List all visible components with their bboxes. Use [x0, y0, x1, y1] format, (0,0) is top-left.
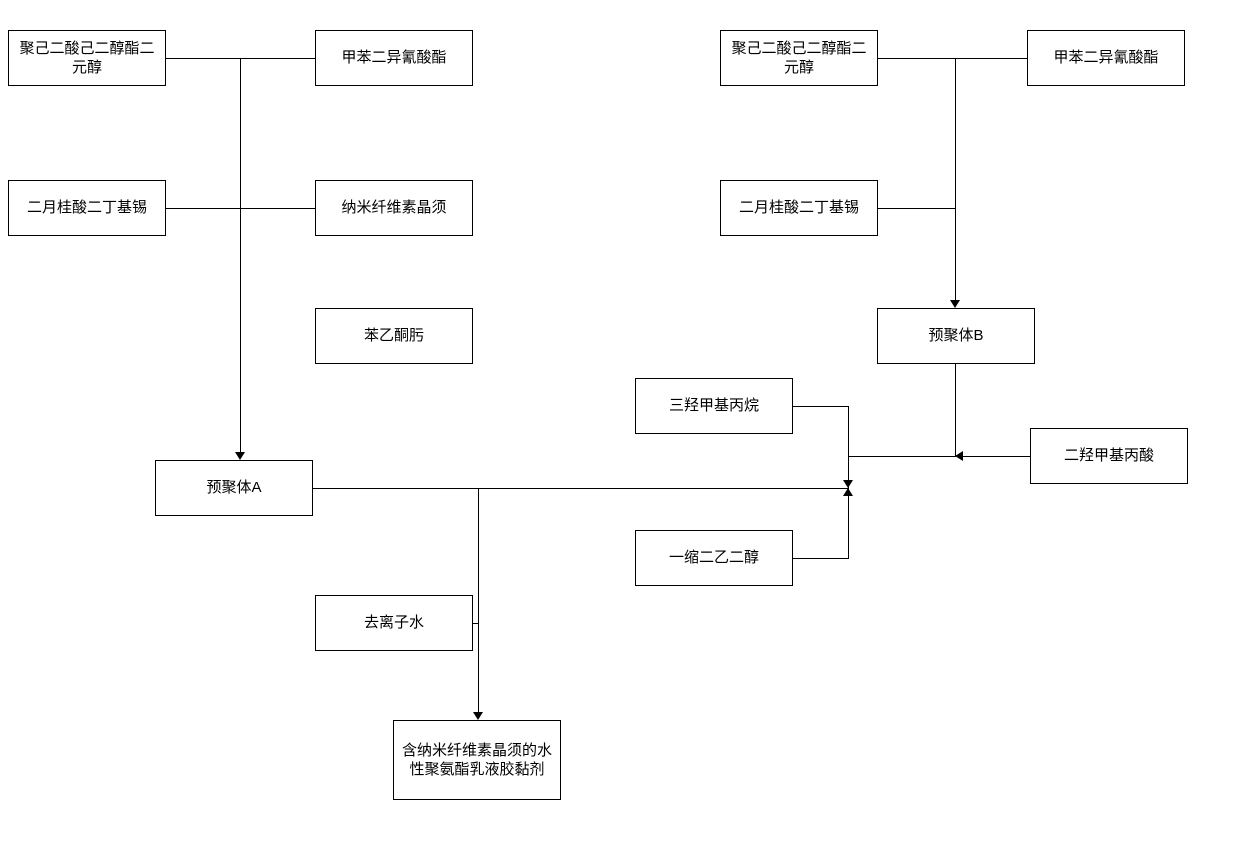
edge: [848, 488, 849, 558]
node-label: 纳米纤维素晶须: [341, 198, 446, 218]
node-tmp: 三羟甲基丙烷: [635, 378, 793, 434]
edge: [473, 623, 479, 624]
node-tdi-left: 甲苯二异氰酸酯: [315, 30, 473, 86]
arrow-up-icon: [843, 488, 853, 496]
node-label: 三羟甲基丙烷: [669, 396, 759, 416]
node-prepolymer-b: 预聚体B: [877, 308, 1035, 364]
edge: [478, 488, 479, 712]
edge: [793, 406, 849, 407]
node-label: 预聚体A: [206, 478, 261, 498]
node-polyester-diol-right: 聚己二酸己二醇酯二元醇: [720, 30, 878, 86]
edge: [166, 208, 315, 209]
node-label: 苯乙酮肟: [364, 326, 424, 346]
node-prepolymer-a: 预聚体A: [155, 460, 313, 516]
node-tdi-right: 甲苯二异氰酸酯: [1027, 30, 1185, 86]
edge: [955, 364, 956, 456]
edge: [848, 456, 956, 457]
node-label: 聚己二酸己二醇酯二元醇: [17, 39, 157, 78]
node-acetophenone-oxime: 苯乙酮肟: [315, 308, 473, 364]
edge: [963, 456, 1030, 457]
edge: [848, 406, 849, 456]
arrow-down-icon: [473, 712, 483, 720]
node-final-product: 含纳米纤维素晶须的水性聚氨酯乳液胶黏剂: [393, 720, 561, 800]
edge: [313, 488, 848, 489]
node-deionized-water: 去离子水: [315, 595, 473, 651]
node-dibutyltin-right: 二月桂酸二丁基锡: [720, 180, 878, 236]
node-label: 甲苯二异氰酸酯: [341, 48, 446, 68]
node-dmpa: 二羟甲基丙酸: [1030, 428, 1188, 484]
node-label: 二月桂酸二丁基锡: [27, 198, 147, 218]
edge: [878, 208, 956, 209]
node-label: 二月桂酸二丁基锡: [739, 198, 859, 218]
edge: [793, 558, 849, 559]
node-label: 甲苯二异氰酸酯: [1053, 48, 1158, 68]
node-label: 去离子水: [364, 613, 424, 633]
node-label: 一缩二乙二醇: [669, 548, 759, 568]
edge: [878, 58, 1027, 59]
edge: [240, 58, 241, 452]
node-label: 聚己二酸己二醇酯二元醇: [729, 39, 869, 78]
node-polyester-diol-left: 聚己二酸己二醇酯二元醇: [8, 30, 166, 86]
arrow-down-icon: [950, 300, 960, 308]
node-dibutyltin-left: 二月桂酸二丁基锡: [8, 180, 166, 236]
edge: [955, 58, 956, 300]
arrow-down-icon: [235, 452, 245, 460]
arrow-down-icon: [843, 480, 853, 488]
node-deg: 一缩二乙二醇: [635, 530, 793, 586]
node-nanocellulose: 纳米纤维素晶须: [315, 180, 473, 236]
node-label: 二羟甲基丙酸: [1064, 446, 1154, 466]
arrow-left-icon: [955, 451, 963, 461]
node-label: 预聚体B: [928, 326, 983, 346]
node-label: 含纳米纤维素晶须的水性聚氨酯乳液胶黏剂: [402, 741, 552, 780]
